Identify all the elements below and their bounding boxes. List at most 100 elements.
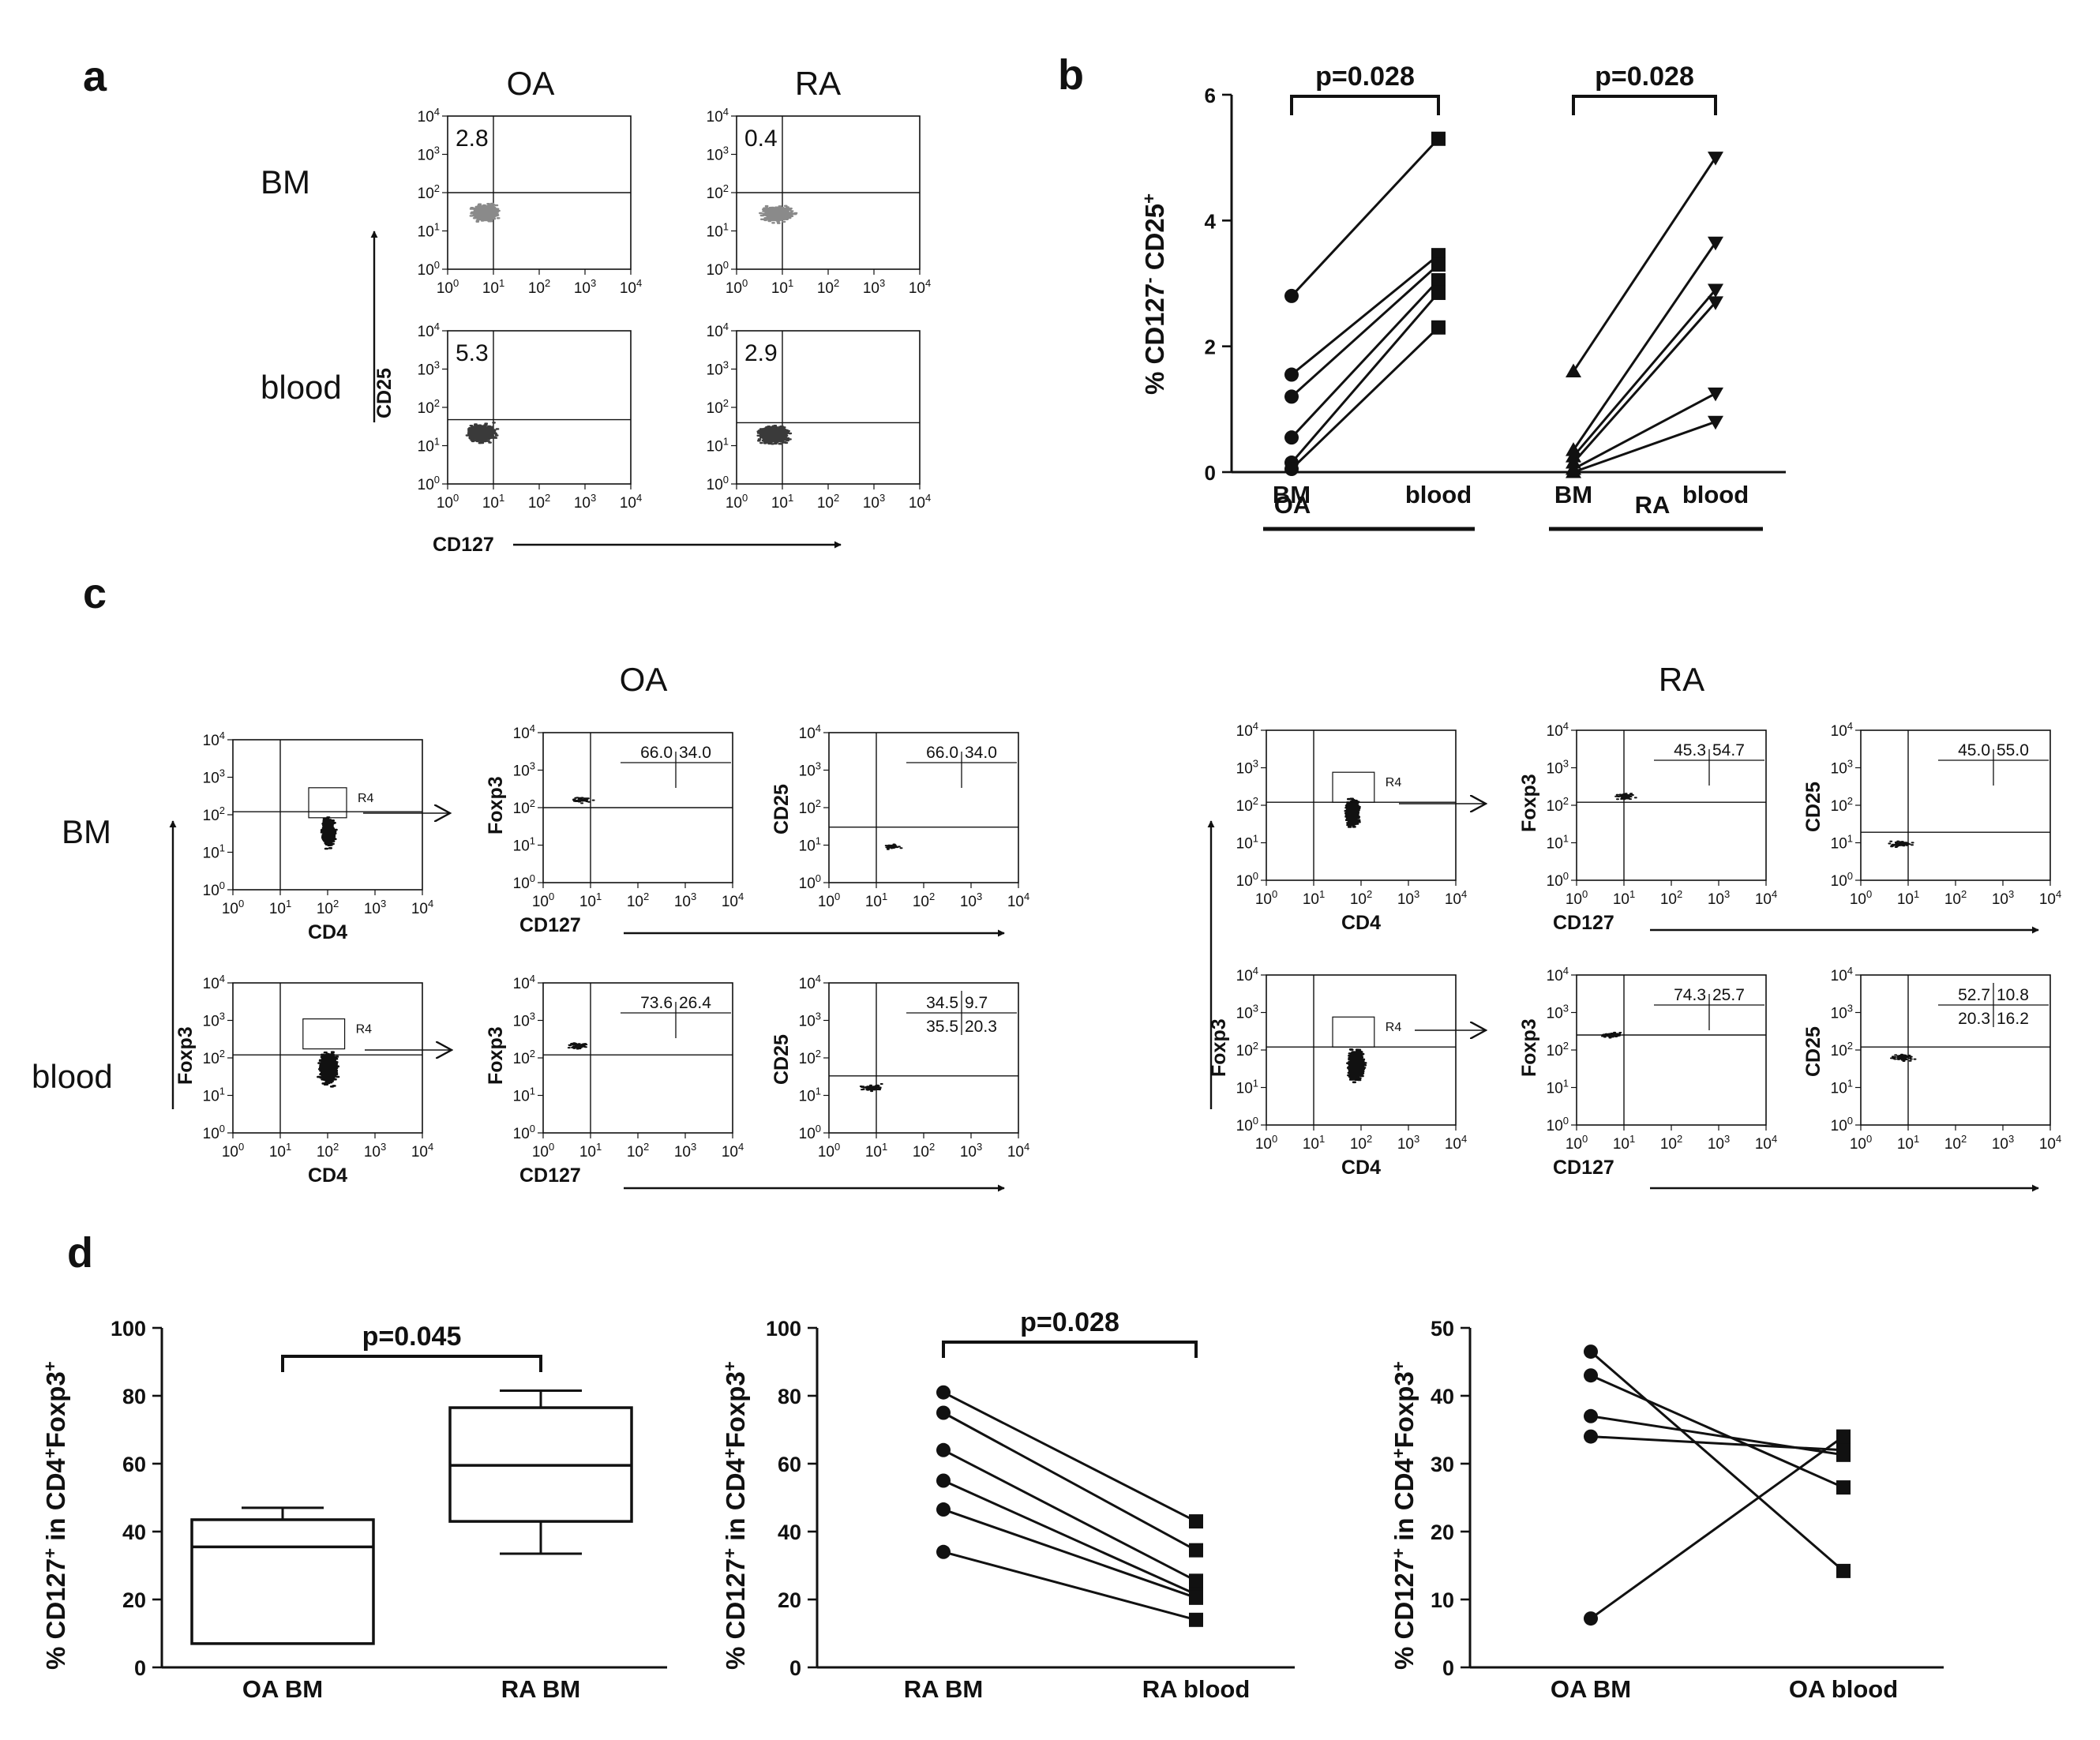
flow-c-ra-bm-foxp3-ytick-label: 100 <box>1547 870 1569 890</box>
flow-a-ra-bm-ytick-label: 101 <box>707 221 729 241</box>
flow-c-oa-blood-foxp3-xtick-label: 102 <box>627 1141 649 1161</box>
flow-a-oa-blood-xtick-label: 100 <box>437 492 459 512</box>
flow-c-ra-bm-foxp3-x-label: CD127 <box>1553 912 1614 934</box>
panel-label-a: a <box>83 53 107 100</box>
flow-c-ra-blood-foxp3-y-label: Foxp3 <box>1518 1018 1540 1077</box>
panel-label-b: b <box>1058 51 1084 99</box>
flow-c-ra-bm-cd25-ytick-label: 103 <box>1831 758 1853 778</box>
flow-a-oa-bm-xtick-label: 101 <box>482 277 504 297</box>
chart-b-pair-line <box>1572 156 1717 373</box>
flow-c-ra-blood-foxp3-x-label: CD127 <box>1553 1157 1614 1179</box>
panel-label-d: d <box>67 1229 93 1277</box>
chart-b-point-ra-blood <box>1708 296 1723 310</box>
chart-d2-point-ra-bm <box>936 1544 951 1559</box>
chart-b-pair-line <box>1573 420 1716 474</box>
flow-c-oa-bm-cd4-xtick-label: 103 <box>364 898 386 917</box>
chart-d2-y-tick-label: 60 <box>778 1453 801 1476</box>
flow-c-ra-blood-foxp3-xtick-label: 104 <box>1755 1133 1777 1153</box>
chart-d2-y-label: % CD127+ in CD4+Foxp3+ <box>720 1361 750 1670</box>
flow-c-ra-bm-cd4-gate-r4 <box>1332 771 1375 803</box>
chart-b: % CD127- CD25+ 0 2 4 6 BM blood BM blood p=0.028… <box>1139 62 1786 531</box>
chart-d3-pair-line <box>1590 1435 1844 1452</box>
flow-c-oa-bm-foxp3-ytick-label: 104 <box>513 722 535 742</box>
flow-a-ra-bm-xtick-label: 103 <box>863 277 885 297</box>
chart-d3-y-label: % CD127+ in CD4+Foxp3+ <box>1389 1361 1419 1670</box>
flow-c-ra-bm-cd4-events <box>1344 797 1361 828</box>
chart-d1-box-oa-bm <box>190 1518 375 1645</box>
flow-c-oa-bm-cd25-xtick-label: 104 <box>1007 891 1029 910</box>
flow-c-oa-bm-cd4-ytick-label: 104 <box>203 729 225 749</box>
flow-c-oa-blood-cd4-ytick-label: 100 <box>203 1123 225 1142</box>
flow-c-oa-blood-cd4-ytick-label: 104 <box>203 973 225 992</box>
chart-d3-pair-line <box>1590 1350 1844 1573</box>
chart-d3: % CD127+ in CD4+Foxp3+ 0 10 20 30 40 50 OA BM O… <box>1389 1317 1944 1703</box>
chart-d1-sig-bracket <box>281 1355 542 1372</box>
flow-c-ra-bm-cd4-ytick-label: 100 <box>1236 870 1258 890</box>
flow-c-oa-blood-foxp3-quad-value: 26.4 <box>679 994 711 1012</box>
chart-d2-y-tick-label: 0 <box>789 1656 801 1680</box>
flow-c-oa-bm-foxp3-ytick-label: 100 <box>513 872 535 892</box>
flow-c-oa-blood-foxp3-xtick-label: 100 <box>532 1141 554 1161</box>
panel-a-row-blood: blood <box>261 369 342 406</box>
flow-c-oa-bm-cd25-xtick-label: 101 <box>865 891 887 910</box>
flow-c-oa-bm-cd25-ytick-label: 104 <box>799 722 821 742</box>
flow-c-ra-blood-cd25-xtick-label: 104 <box>2039 1133 2061 1153</box>
flow-c-ra-blood-cd4-ytick-label: 102 <box>1236 1040 1258 1059</box>
flow-c-oa-bm-cd4-x-label: CD4 <box>308 921 347 943</box>
flow-c-oa-blood-cd25-xtick-label: 104 <box>1007 1141 1029 1161</box>
chart-b-point-ra-blood <box>1708 415 1723 430</box>
flow-c-oa-blood-cd25-xtick-label: 102 <box>913 1141 935 1161</box>
flow-c-ra-blood-foxp3-ytick-label: 102 <box>1547 1040 1569 1059</box>
chart-b-y-tick-label: 6 <box>1205 84 1216 107</box>
flow-c-ra-bm-cd25-xtick-label: 100 <box>1850 888 1872 908</box>
chart-b-point-ra-bm <box>1566 464 1581 478</box>
chart-b-group-ra: RA <box>1635 491 1671 519</box>
flow-a-oa-blood-ytick-label: 101 <box>418 436 440 456</box>
chart-b-point-oa-blood <box>1431 320 1446 335</box>
chart-d2-pair-line <box>943 1551 1197 1622</box>
chart-b-pair-line <box>1572 288 1717 458</box>
chart-d2-category: RA blood <box>1142 1675 1251 1703</box>
chart-b-point-oa-blood <box>1431 273 1446 288</box>
flow-c-oa-blood-cd4-gate-label: R4 <box>356 1023 373 1037</box>
flow-c-oa-blood-cd25-ytick-label: 102 <box>799 1048 821 1067</box>
flow-c-oa-blood-foxp3-ytick-label: 102 <box>513 1048 535 1067</box>
flow-c-oa-bm-cd25-ytick-label: 102 <box>799 797 821 817</box>
flow-c-ra-bm-foxp3-ytick-label: 101 <box>1547 833 1569 853</box>
flow-c-ra-blood-cd25-ytick-label: 101 <box>1831 1078 1853 1097</box>
flow-c-oa-blood-cd4-xtick-label: 103 <box>364 1141 386 1161</box>
flow-c-oa-bm-foxp3-ytick-label: 103 <box>513 760 535 780</box>
chart-d3-point-oa-bm <box>1584 1368 1598 1383</box>
flow-c-ra-bm-foxp3-xtick-label: 104 <box>1755 888 1777 908</box>
flow-c-ra-bm-foxp3-y-label: Foxp3 <box>1518 774 1540 832</box>
flow-a-ra-bm-ytick-label: 104 <box>707 106 729 126</box>
chart-d2-point-ra-bm <box>936 1385 951 1400</box>
flow-c-ra-bm-foxp3-xtick-label: 103 <box>1708 888 1730 908</box>
flow-c-ra-blood-foxp3-ytick-label: 100 <box>1547 1115 1569 1134</box>
chart-d2-pair-line <box>943 1412 1197 1551</box>
chart-d2-pair-line <box>943 1479 1197 1596</box>
panel-a-x-label: CD127 <box>433 534 494 556</box>
chart-b-point-ra-blood <box>1708 236 1723 251</box>
flow-c-oa-blood-cd4-ytick-label: 103 <box>203 1011 225 1030</box>
chart-d3-y-tick-label: 20 <box>1431 1521 1454 1544</box>
flow-a-ra-blood-xtick-label: 102 <box>817 492 839 512</box>
chart-b-pair-line <box>1290 263 1440 398</box>
chart-d2-point-ra-blood <box>1189 1514 1203 1529</box>
flow-a-oa-blood-ytick-label: 104 <box>418 321 440 340</box>
flow-a-oa-blood-xtick-label: 103 <box>574 492 596 512</box>
flow-c-ra-bm-cd4-ytick-label: 103 <box>1236 758 1258 778</box>
chart-d1-y-tick-label: 80 <box>122 1385 146 1408</box>
panel-c-title-oa: OA <box>620 661 668 698</box>
flow-c-ra-blood-cd4-ytick-label: 104 <box>1236 965 1258 984</box>
flow-c-ra-bm-cd4-ytick-label: 101 <box>1236 833 1258 853</box>
chart-b-category: blood <box>1682 481 1749 508</box>
flow-c-ra-bm-cd25-quad-value: 55.0 <box>1997 741 2029 759</box>
flow-c-ra-blood-cd4-x-label: CD4 <box>1341 1157 1381 1179</box>
chart-d3-y-tick-label: 0 <box>1442 1656 1454 1680</box>
